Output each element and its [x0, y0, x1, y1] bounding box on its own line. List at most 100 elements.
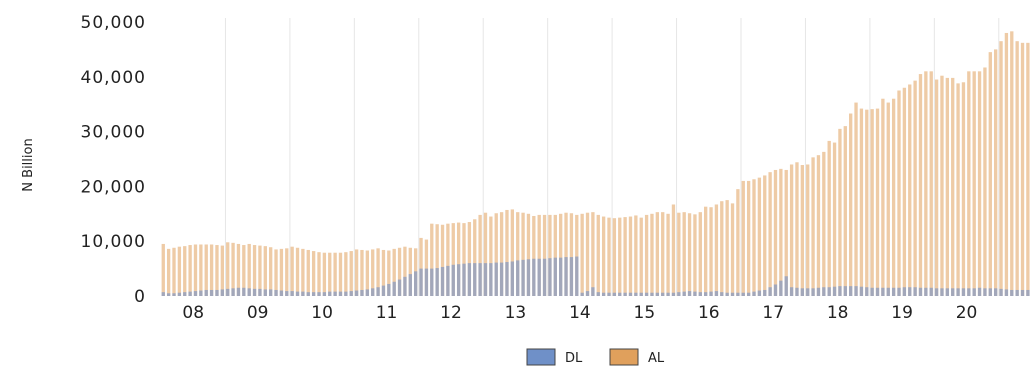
bar-al — [440, 224, 445, 296]
bar-al — [166, 248, 171, 296]
bar-dl — [902, 287, 907, 296]
bar-al — [285, 248, 289, 296]
bar-al — [172, 247, 176, 296]
bar-al — [644, 214, 649, 296]
bar-dl — [720, 292, 724, 296]
bar-dl — [585, 291, 590, 296]
bar-al — [188, 245, 192, 296]
bar-al — [725, 200, 729, 296]
bar-dl — [886, 287, 890, 296]
bar-al — [408, 247, 412, 296]
bar-al — [736, 189, 740, 296]
bar-dl — [795, 287, 799, 296]
bar-al — [956, 83, 960, 296]
bar-dl — [725, 292, 729, 296]
bar-al — [247, 243, 251, 296]
bar-dl — [328, 291, 332, 296]
bar-al — [752, 179, 756, 296]
bar-al — [564, 212, 568, 296]
bar-dl — [1020, 289, 1025, 296]
bar-al — [822, 151, 826, 296]
bar-al — [215, 245, 219, 296]
bar-dl — [628, 292, 633, 296]
bar-al — [618, 217, 622, 296]
bar-dl — [940, 288, 944, 296]
bar-al — [183, 246, 187, 296]
bar-al — [542, 214, 547, 296]
bar-dl — [403, 276, 407, 296]
bar-dl — [666, 292, 670, 296]
bar-al — [521, 212, 525, 296]
bar-dl — [784, 276, 788, 296]
bar-dl — [279, 290, 284, 296]
bar-dl — [473, 263, 477, 296]
bar-al — [381, 249, 386, 296]
bar-al — [209, 244, 214, 296]
bar-dl — [505, 262, 509, 296]
bar-dl — [521, 259, 525, 296]
x-tick-label: 11 — [376, 303, 398, 323]
bar-al — [779, 168, 783, 296]
bar-dl — [580, 292, 584, 296]
bar-al — [693, 214, 697, 296]
bar-al — [290, 246, 294, 296]
x-tick-label: 20 — [956, 303, 978, 323]
bar-dl — [1010, 289, 1014, 296]
bar-dl — [516, 260, 520, 296]
bar-dl — [607, 292, 611, 296]
bar-dl — [757, 290, 762, 296]
bar-dl — [483, 263, 488, 296]
bar-al — [999, 41, 1003, 297]
bar-dl — [301, 291, 305, 296]
bar-dl — [832, 286, 837, 296]
bar-dl — [671, 292, 676, 296]
x-tick-label: 08 — [182, 303, 204, 323]
bar-dl — [994, 288, 998, 296]
bar-dl — [768, 287, 772, 296]
bar-al — [516, 212, 520, 296]
bar-al — [376, 248, 380, 296]
y-tick-label: 20,000 — [81, 177, 146, 197]
bar-dl — [655, 292, 660, 296]
bars — [161, 31, 1030, 297]
bar-dl — [435, 268, 439, 296]
x-tick-label: 19 — [891, 303, 913, 323]
bar-al — [902, 87, 907, 296]
bar-dl — [462, 263, 466, 296]
bar-dl — [166, 293, 171, 296]
bar-dl — [908, 287, 912, 296]
bar-al — [870, 109, 874, 297]
bar-al — [435, 224, 439, 296]
bar-dl — [596, 292, 600, 296]
bar-al — [763, 175, 767, 296]
bar-al — [306, 249, 310, 296]
bar-al — [816, 155, 821, 296]
bar-dl — [188, 291, 192, 296]
x-tick-label: 14 — [569, 303, 591, 323]
bar-al — [972, 71, 976, 296]
bar-dl — [591, 287, 595, 296]
bar-dl — [209, 289, 214, 296]
bar-dl — [789, 287, 794, 296]
bar-dl — [736, 292, 740, 296]
bar-dl — [1026, 289, 1030, 296]
bar-dl — [295, 291, 300, 296]
bar-dl — [967, 288, 971, 296]
bar-al — [945, 77, 950, 296]
bar-al — [854, 102, 858, 296]
y-axis-label: N Billion — [21, 138, 36, 191]
bar-dl — [811, 288, 815, 296]
bar-dl — [231, 288, 235, 296]
bar-dl — [338, 291, 343, 296]
bar-dl — [999, 288, 1003, 296]
bar-al — [311, 251, 316, 296]
bar-al — [671, 204, 676, 296]
bar-dl — [752, 291, 756, 296]
y-tick-label: 50,000 — [81, 13, 146, 33]
bar-al — [988, 52, 992, 296]
bar-dl — [843, 286, 847, 296]
bar-dl — [746, 292, 751, 296]
bar-al — [1010, 31, 1014, 296]
bar-dl — [344, 291, 348, 296]
bar-al — [720, 201, 724, 296]
